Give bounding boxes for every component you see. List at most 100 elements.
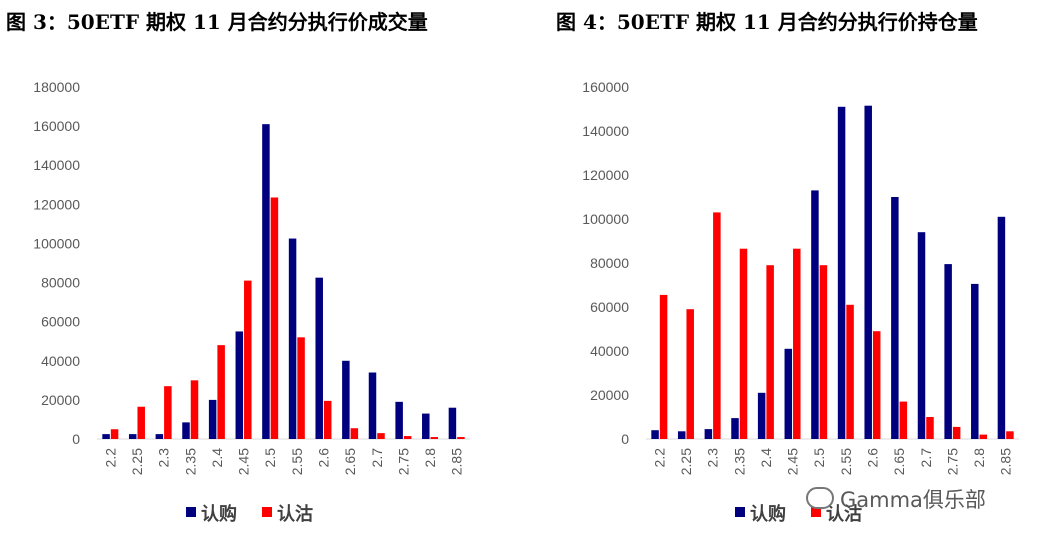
x-tick-label: 2.85 bbox=[998, 448, 1014, 475]
x-tick-label: 2.85 bbox=[449, 448, 465, 475]
x-tick-label: 2.75 bbox=[395, 448, 411, 475]
bar-call bbox=[182, 422, 190, 439]
y-tick-label: 120000 bbox=[33, 196, 80, 212]
y-tick-label: 160000 bbox=[33, 118, 80, 134]
y-tick-label: 80000 bbox=[41, 275, 80, 291]
x-tick-label: 2.7 bbox=[369, 448, 385, 468]
bar-call bbox=[757, 392, 766, 439]
bar-call bbox=[864, 105, 872, 439]
bar-put bbox=[819, 265, 828, 439]
bar-put bbox=[952, 426, 961, 439]
bar-call bbox=[102, 434, 110, 439]
x-tick-label: 2.4 bbox=[209, 448, 225, 468]
legend-swatch bbox=[811, 507, 821, 517]
bar-put bbox=[739, 248, 748, 439]
bar-call bbox=[422, 413, 430, 439]
bar-call bbox=[208, 399, 217, 439]
bar-call bbox=[677, 431, 686, 439]
bar-call bbox=[342, 360, 350, 439]
wechat-icon bbox=[806, 487, 834, 509]
bar-put bbox=[323, 400, 332, 439]
y-tick-label: 0 bbox=[72, 431, 80, 447]
bar-call bbox=[395, 401, 403, 439]
bar-put bbox=[350, 428, 359, 439]
bar-call bbox=[944, 264, 952, 439]
legend-swatch bbox=[735, 507, 745, 517]
x-tick-label: 2.55 bbox=[838, 448, 854, 475]
x-tick-label: 2.25 bbox=[129, 448, 145, 475]
x-tick-label: 2.4 bbox=[758, 448, 774, 468]
x-tick-label: 2.2 bbox=[102, 448, 118, 468]
bar-call bbox=[917, 232, 926, 439]
bar-put bbox=[244, 280, 252, 439]
bar-call bbox=[262, 124, 270, 440]
bar-put bbox=[899, 401, 908, 439]
y-tick-label: 60000 bbox=[41, 314, 80, 330]
x-tick-label: 2.6 bbox=[864, 448, 880, 468]
open-interest-chart: 0 20000 40000 60000 80000 100000 120000 140000 1… bbox=[582, 79, 1019, 525]
bar-put bbox=[430, 437, 439, 439]
y-tick-label: 80000 bbox=[590, 255, 629, 271]
bar-put bbox=[457, 437, 465, 439]
bar-call bbox=[811, 190, 819, 439]
chart-title-left: 图 3：50ETF 期权 11 月合约分执行价成交量 bbox=[6, 10, 428, 34]
bar-call bbox=[971, 283, 979, 439]
bar-put bbox=[872, 331, 881, 439]
legend-label: 认沽 bbox=[826, 503, 862, 525]
y-tick-label: 140000 bbox=[582, 123, 629, 139]
bar-call bbox=[891, 197, 899, 439]
x-tick-label: 2.3 bbox=[156, 448, 172, 468]
legend-label: 认购 bbox=[750, 503, 786, 525]
bar-call bbox=[368, 372, 377, 439]
x-tick-label: 2.5 bbox=[262, 448, 278, 468]
x-tick-label: 2.7 bbox=[918, 448, 934, 468]
bar-call bbox=[155, 434, 164, 439]
y-tick-label: 140000 bbox=[33, 157, 80, 173]
y-tick-label: 100000 bbox=[582, 211, 629, 227]
y-tick-label: 20000 bbox=[590, 387, 629, 403]
bar-put bbox=[979, 434, 988, 439]
bar-call bbox=[997, 216, 1006, 439]
bar-put bbox=[926, 417, 934, 439]
chart-title-right: 图 4：50ETF 期权 11 月合约分执行价持仓量 bbox=[556, 10, 978, 34]
legend-label: 认沽 bbox=[277, 503, 313, 525]
y-tick-label: 180000 bbox=[33, 79, 80, 95]
x-tick-label: 2.75 bbox=[944, 448, 960, 475]
x-tick-label: 2.65 bbox=[891, 448, 907, 475]
y-tick-label: 160000 bbox=[582, 79, 629, 95]
bar-put bbox=[137, 406, 145, 439]
bar-put bbox=[297, 337, 305, 439]
x-tick-label: 2.5 bbox=[811, 448, 827, 468]
y-tick-label: 60000 bbox=[590, 299, 629, 315]
x-tick-label: 2.45 bbox=[785, 448, 801, 475]
volume-chart: 0 20000 40000 60000 80000 100000 120000 140000 1… bbox=[33, 79, 470, 525]
x-tick-label: 2.3 bbox=[705, 448, 721, 468]
bar-put bbox=[1006, 431, 1014, 439]
bar-put bbox=[164, 386, 172, 439]
bar-put bbox=[659, 294, 668, 439]
bar-call bbox=[448, 407, 457, 439]
watermark: Gamma俱乐部 bbox=[806, 484, 986, 514]
bar-put bbox=[713, 212, 721, 439]
bar-call bbox=[837, 106, 846, 440]
bar-put bbox=[270, 197, 279, 439]
legend-label: 认购 bbox=[201, 503, 237, 525]
bar-call bbox=[704, 429, 713, 439]
bar-put bbox=[793, 248, 801, 439]
bar-call bbox=[235, 331, 244, 439]
y-tick-label: 120000 bbox=[582, 167, 629, 183]
y-tick-label: 40000 bbox=[590, 343, 629, 359]
bar-call bbox=[315, 277, 323, 439]
legend-swatch bbox=[186, 507, 196, 517]
x-tick-label: 2.45 bbox=[236, 448, 252, 475]
bar-put bbox=[110, 429, 119, 439]
bar-put bbox=[377, 433, 385, 439]
y-tick-label: 20000 bbox=[41, 392, 80, 408]
y-tick-label: 40000 bbox=[41, 353, 80, 369]
bar-put bbox=[403, 436, 412, 439]
x-tick-label: 2.55 bbox=[289, 448, 305, 475]
bar-call bbox=[128, 434, 137, 439]
x-tick-label: 2.35 bbox=[182, 448, 198, 475]
x-tick-label: 2.2 bbox=[651, 448, 667, 468]
watermark-text: Gamma俱乐部 bbox=[840, 488, 986, 512]
